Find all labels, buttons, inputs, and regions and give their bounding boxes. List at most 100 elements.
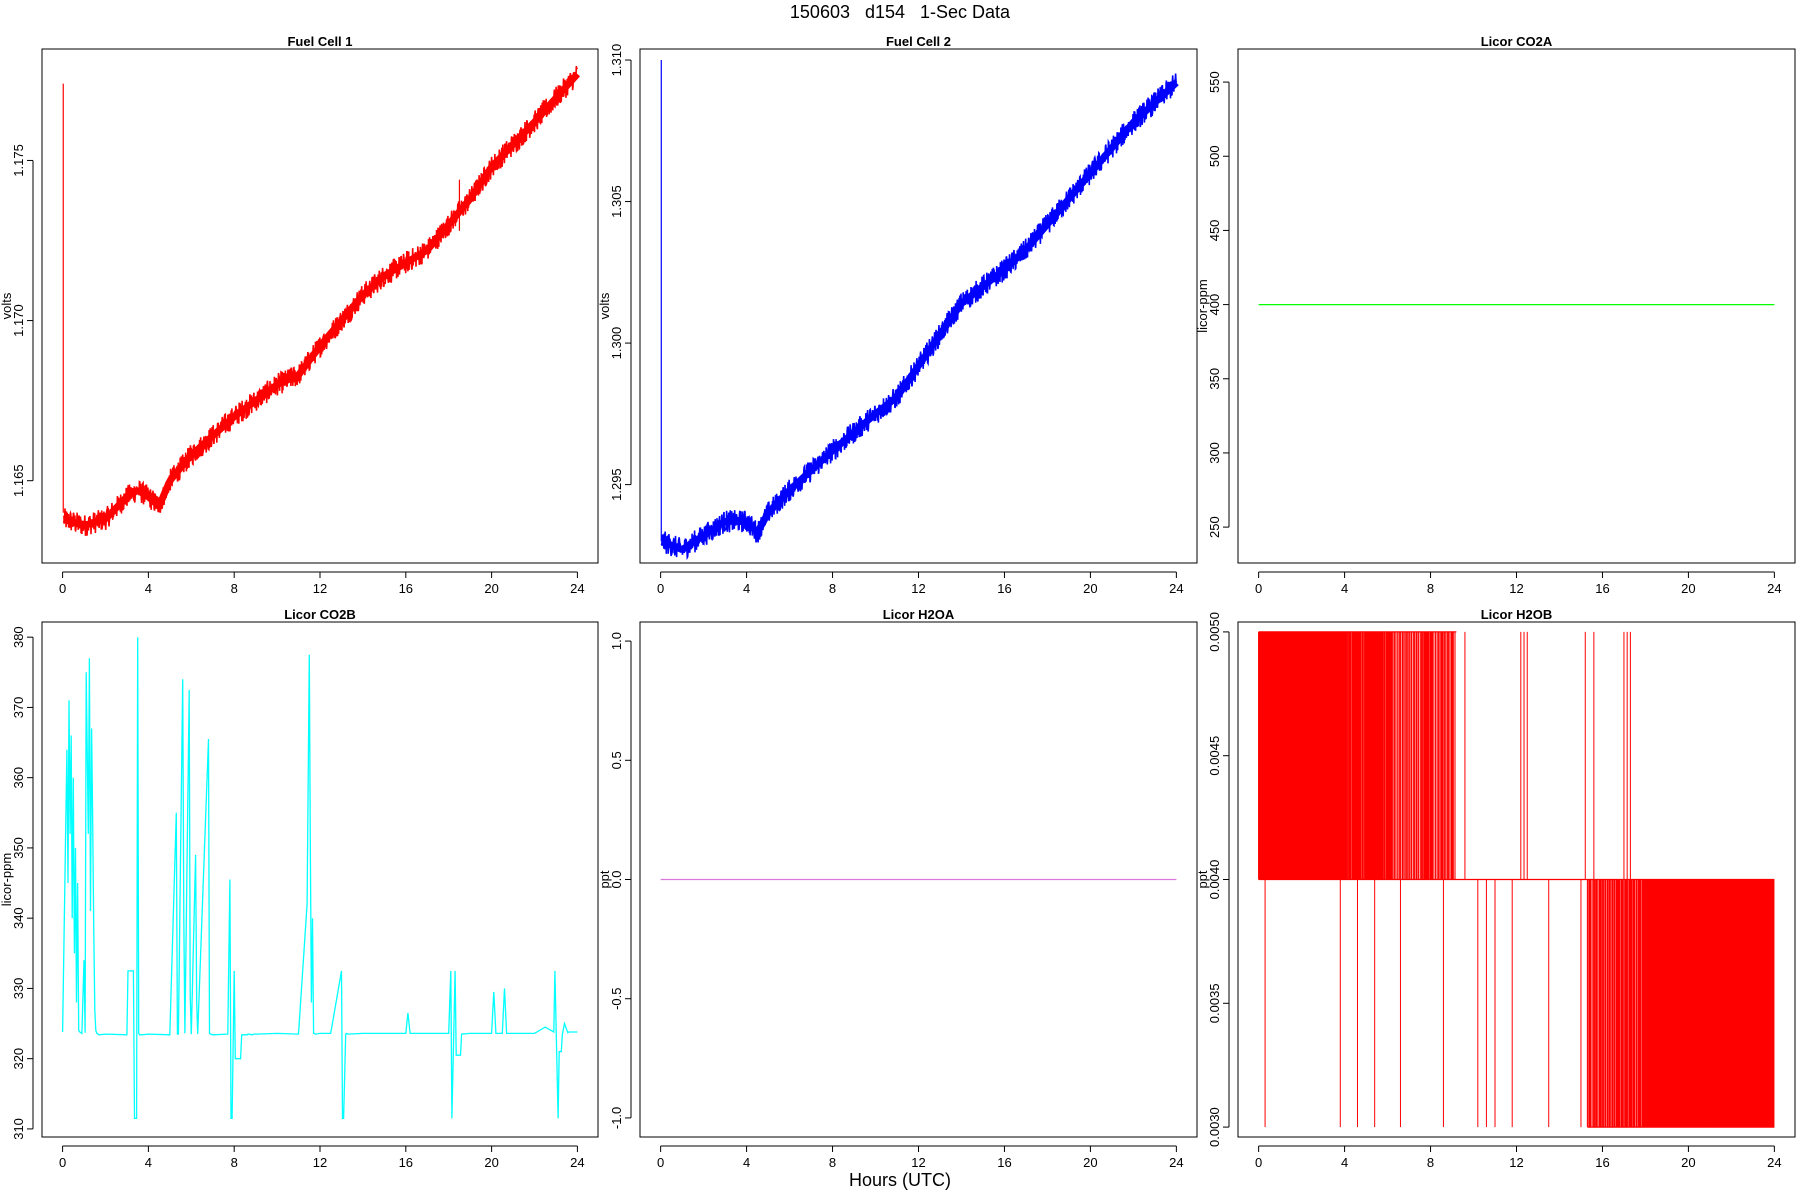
x-tick-label: 20 <box>1681 581 1695 596</box>
y-tick-label: 500 <box>1207 145 1222 167</box>
x-tick-label: 20 <box>1083 1155 1097 1170</box>
x-tick-label: 20 <box>1681 1155 1695 1170</box>
plot-area <box>1258 631 1775 1128</box>
x-axis: 0 4 8 12 16 20 24 <box>1255 571 1782 596</box>
x-tick-label: 4 <box>1341 581 1348 596</box>
x-tick-label: 8 <box>1427 1155 1434 1170</box>
plot-area <box>62 65 581 536</box>
series-band <box>62 71 581 529</box>
panel-title: Fuel Cell 1 <box>287 34 352 49</box>
x-tick-label: 24 <box>1169 1155 1183 1170</box>
y-tick-label: 400 <box>1207 294 1222 316</box>
plot-area <box>660 60 1179 561</box>
panel-title: Licor CO2A <box>1481 34 1553 49</box>
x-tick-label: 0 <box>657 1155 664 1170</box>
y-axis: 0.0030 0.0035 0.0040 0.0045 0.0050 <box>1207 612 1230 1147</box>
panel-title: Licor H2OA <box>883 607 955 622</box>
step-segment-down <box>1644 879 1711 1128</box>
x-tick-label: 12 <box>911 1155 925 1170</box>
x-axis-label: Hours (UTC) <box>849 1170 951 1190</box>
series-band <box>660 80 1179 553</box>
plot-area <box>61 637 578 1120</box>
y-tick-label: 300 <box>1207 442 1222 464</box>
y-tick-label: 1.175 <box>11 144 26 177</box>
x-axis: 0 4 8 12 16 20 24 <box>1255 1145 1782 1170</box>
x-tick-label: 12 <box>911 581 925 596</box>
x-tick-label: 8 <box>231 581 238 596</box>
series-line <box>63 65 579 536</box>
y-tick-label: 330 <box>11 978 26 1000</box>
x-tick-label: 12 <box>1509 581 1523 596</box>
panel-2: Fuel Cell 2 0 4 8 12 16 20 24 1.295 1.300 1.305 1.3… <box>597 34 1198 596</box>
y-tick-label: 360 <box>11 767 26 789</box>
x-tick-label: 16 <box>399 581 413 596</box>
y-tick-label: 0.5 <box>609 751 624 769</box>
y-tick-label: -1.0 <box>609 1107 624 1129</box>
y-tick-label: 550 <box>1207 71 1222 93</box>
y-tick-label: -0.5 <box>609 988 624 1010</box>
x-tick-label: 4 <box>743 581 750 596</box>
y-tick-label: 340 <box>11 907 26 929</box>
plot-frame <box>639 48 1198 564</box>
y-tick-label: 250 <box>1207 516 1222 538</box>
x-tick-label: 0 <box>657 581 664 596</box>
y-tick-label: 350 <box>1207 368 1222 390</box>
x-tick-label: 16 <box>399 1155 413 1170</box>
x-tick-label: 16 <box>1595 1155 1609 1170</box>
y-axis-label: volts <box>597 292 612 319</box>
series-line <box>61 637 578 1120</box>
x-tick-label: 4 <box>145 581 152 596</box>
y-tick-label: 350 <box>11 837 26 859</box>
series-line <box>661 73 1178 561</box>
x-tick-label: 16 <box>997 1155 1011 1170</box>
y-tick-label: 1.300 <box>609 327 624 360</box>
x-tick-label: 24 <box>1767 1155 1781 1170</box>
y-tick-label: 1.170 <box>11 304 26 337</box>
x-tick-label: 16 <box>997 581 1011 596</box>
y-tick-label: 0.0040 <box>1207 860 1222 900</box>
y-tick-label: 0.0045 <box>1207 736 1222 776</box>
y-axis: 250 300 350 400 450 500 550 <box>1207 71 1230 538</box>
x-tick-label: 12 <box>1509 1155 1523 1170</box>
x-axis: 0 4 8 12 16 20 24 <box>59 1145 585 1170</box>
y-axis: 310 320 330 340 350 360 370 380 <box>11 626 34 1140</box>
x-tick-label: 0 <box>59 1155 66 1170</box>
x-tick-label: 0 <box>59 581 66 596</box>
x-tick-label: 12 <box>313 581 327 596</box>
y-tick-label: 320 <box>11 1048 26 1070</box>
y-axis: 1.295 1.300 1.305 1.310 <box>609 44 632 501</box>
plot-frame <box>41 48 599 564</box>
x-tick-label: 0 <box>1255 1155 1262 1170</box>
y-tick-label: 1.305 <box>609 185 624 218</box>
y-tick-label: 1.0 <box>609 632 624 650</box>
y-tick-label: 310 <box>11 1118 26 1140</box>
plot-frame <box>41 621 599 1138</box>
step-segment-down <box>1709 879 1775 1128</box>
x-axis: 0 4 8 12 16 20 24 <box>657 1145 1184 1170</box>
y-tick-label: 1.165 <box>11 464 26 497</box>
y-axis-label: volts <box>0 292 14 319</box>
y-axis: 1.165 1.170 1.175 <box>11 144 34 497</box>
y-axis-label: licor-ppm <box>0 853 14 906</box>
y-axis-label: ppt <box>597 870 612 888</box>
step-segment-up <box>1391 631 1456 880</box>
x-axis: 0 4 8 12 16 20 24 <box>59 571 585 596</box>
y-tick-label: 0.0050 <box>1207 612 1222 652</box>
x-tick-label: 8 <box>1427 581 1434 596</box>
x-tick-label: 24 <box>570 1155 584 1170</box>
y-tick-label: 0.0 <box>609 870 624 888</box>
plot-frame <box>639 621 1198 1138</box>
y-tick-label: 370 <box>11 697 26 719</box>
x-tick-label: 16 <box>1595 581 1609 596</box>
y-axis-label: licor-ppm <box>1195 279 1210 332</box>
x-tick-label: 8 <box>829 1155 836 1170</box>
x-tick-label: 12 <box>313 1155 327 1170</box>
x-tick-label: 24 <box>1767 581 1781 596</box>
x-tick-label: 8 <box>231 1155 238 1170</box>
panel-1: Fuel Cell 1 0 4 8 12 16 20 24 1.165 1.170 1.175 vol… <box>0 34 599 596</box>
y-tick-label: 1.295 <box>609 468 624 501</box>
panel-5: Licor H2OA 0 4 8 12 16 20 24 -1.0 -0.5 0.0 0.5 1.0 pp… <box>597 607 1198 1170</box>
panel-3: Licor CO2A 0 4 8 12 16 20 24 250 300 350 400 450 500 5… <box>1195 34 1796 596</box>
